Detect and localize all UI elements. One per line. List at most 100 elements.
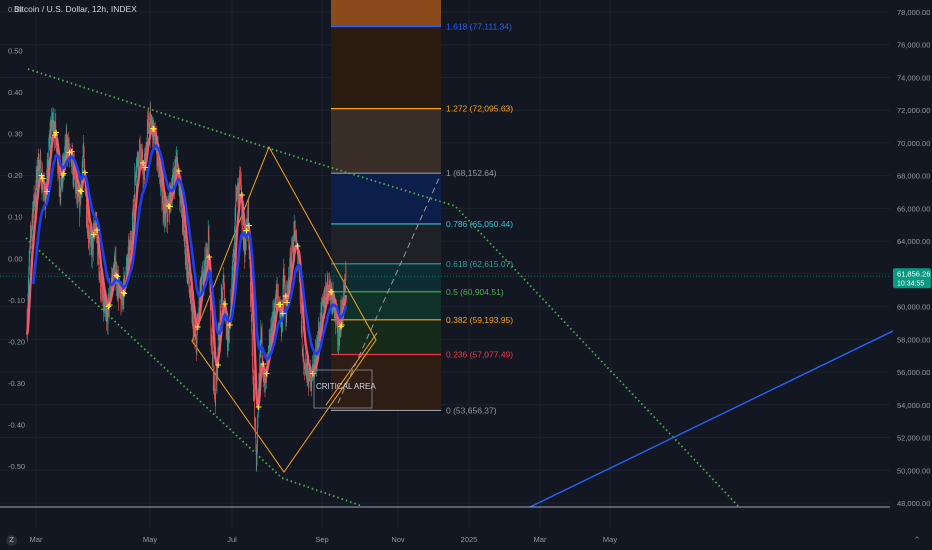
candle-body <box>51 127 52 137</box>
candle-body <box>43 186 45 188</box>
candle-body <box>102 289 104 297</box>
candle-body <box>61 180 63 187</box>
candle-body <box>293 247 294 251</box>
candle-body <box>311 378 313 379</box>
candle-body <box>308 370 310 389</box>
candle-body <box>65 138 67 155</box>
candle-body <box>275 293 277 308</box>
bar-countdown: 10:34:55 <box>897 281 924 288</box>
candle-body <box>95 222 97 231</box>
oscillator-tick-label: -0.20 <box>8 337 25 346</box>
diamond-pattern[interactable] <box>191 145 377 473</box>
signal-plus-marker: + <box>206 253 214 263</box>
candle-body <box>61 174 62 187</box>
candle-body <box>181 200 182 204</box>
candle-body <box>173 172 174 179</box>
critical-area-box[interactable] <box>313 369 373 409</box>
candle-body <box>319 323 321 332</box>
oscillator-tick-label: 0.00 <box>8 254 23 263</box>
signal-plus-marker: + <box>277 300 285 310</box>
candle-body <box>82 166 83 173</box>
signal-plus-marker: + <box>38 171 46 181</box>
candle-body <box>109 290 111 298</box>
candle-body <box>255 424 256 426</box>
fib-band <box>331 319 441 355</box>
candle-body <box>276 289 277 296</box>
candle-body <box>127 259 128 265</box>
candle-body <box>269 339 271 351</box>
candle-body <box>218 334 219 353</box>
candle-body <box>240 179 241 180</box>
candle-body <box>77 191 79 198</box>
annotations[interactable]: CRITICAL AREA <box>313 369 376 409</box>
candle-body <box>164 201 165 221</box>
candle-body <box>144 153 146 160</box>
candle-body <box>177 163 179 168</box>
candle-body <box>85 192 86 194</box>
candle-body <box>83 145 84 159</box>
fib-band <box>331 26 441 109</box>
candle-body <box>29 244 31 255</box>
rising-trendline[interactable] <box>529 330 894 508</box>
candle-body <box>176 159 177 162</box>
candle-body <box>318 330 320 336</box>
candle-body <box>117 279 119 293</box>
candle-body <box>149 114 151 136</box>
tradingview-logo-icon[interactable]: Z <box>6 535 17 546</box>
candle-body <box>47 163 48 172</box>
diamond-breakout-line[interactable] <box>325 332 378 406</box>
fib-band <box>331 263 441 292</box>
signal-plus-marker: + <box>282 292 290 302</box>
candle-body <box>204 259 206 264</box>
candle-body <box>121 289 123 299</box>
candle-body <box>139 148 140 164</box>
signal-plus-marker: + <box>59 171 67 181</box>
candle-body <box>187 271 189 277</box>
candle-body <box>334 301 336 315</box>
drawings[interactable] <box>0 68 894 509</box>
candle-body <box>39 161 40 172</box>
candle-body <box>244 235 246 257</box>
signal-plus-marker: + <box>245 221 253 231</box>
candle-body <box>297 257 299 259</box>
candle-body <box>343 292 345 303</box>
candle-body <box>231 279 233 290</box>
candle-body <box>274 298 276 313</box>
time-tick-label: Nov <box>391 535 405 544</box>
candle-body <box>257 427 258 445</box>
candle-body <box>203 272 204 283</box>
candle-body <box>28 260 30 270</box>
upper-trendline[interactable] <box>27 68 741 509</box>
candle-body <box>55 123 57 135</box>
candle-body <box>74 169 75 177</box>
candle-body <box>142 170 144 179</box>
candle-body <box>30 233 32 236</box>
candle-body <box>195 335 196 337</box>
candle-body <box>80 189 81 200</box>
candle-body <box>271 322 273 338</box>
candle-body <box>216 375 217 381</box>
candle-body <box>118 279 119 297</box>
candle-body <box>139 141 141 162</box>
candle-body <box>265 376 267 383</box>
candle-body <box>76 180 77 195</box>
chevron-up-icon[interactable]: ⌃ <box>913 536 921 546</box>
candle-body <box>115 260 117 284</box>
candle-body <box>256 454 257 459</box>
candle-body <box>252 345 253 361</box>
projection-dashed-line[interactable] <box>337 175 441 404</box>
candle-body <box>97 240 98 257</box>
candle-body <box>327 273 329 288</box>
candle-body <box>166 207 168 220</box>
candle-body <box>191 303 193 321</box>
fib-extension[interactable]: 1.618 (77,111.34) 1.272 (72,095.63) 1 (68,… <box>331 0 513 415</box>
candle-body <box>37 165 38 178</box>
candle-body <box>325 287 326 301</box>
symbol-title[interactable]: Bitcoin / U.S. Dollar, 12h, INDEX <box>14 4 137 14</box>
candle-body <box>276 293 277 296</box>
candle-body <box>283 272 285 276</box>
candle-body <box>284 287 286 294</box>
candle-body <box>142 153 143 156</box>
candle-body <box>308 385 309 389</box>
